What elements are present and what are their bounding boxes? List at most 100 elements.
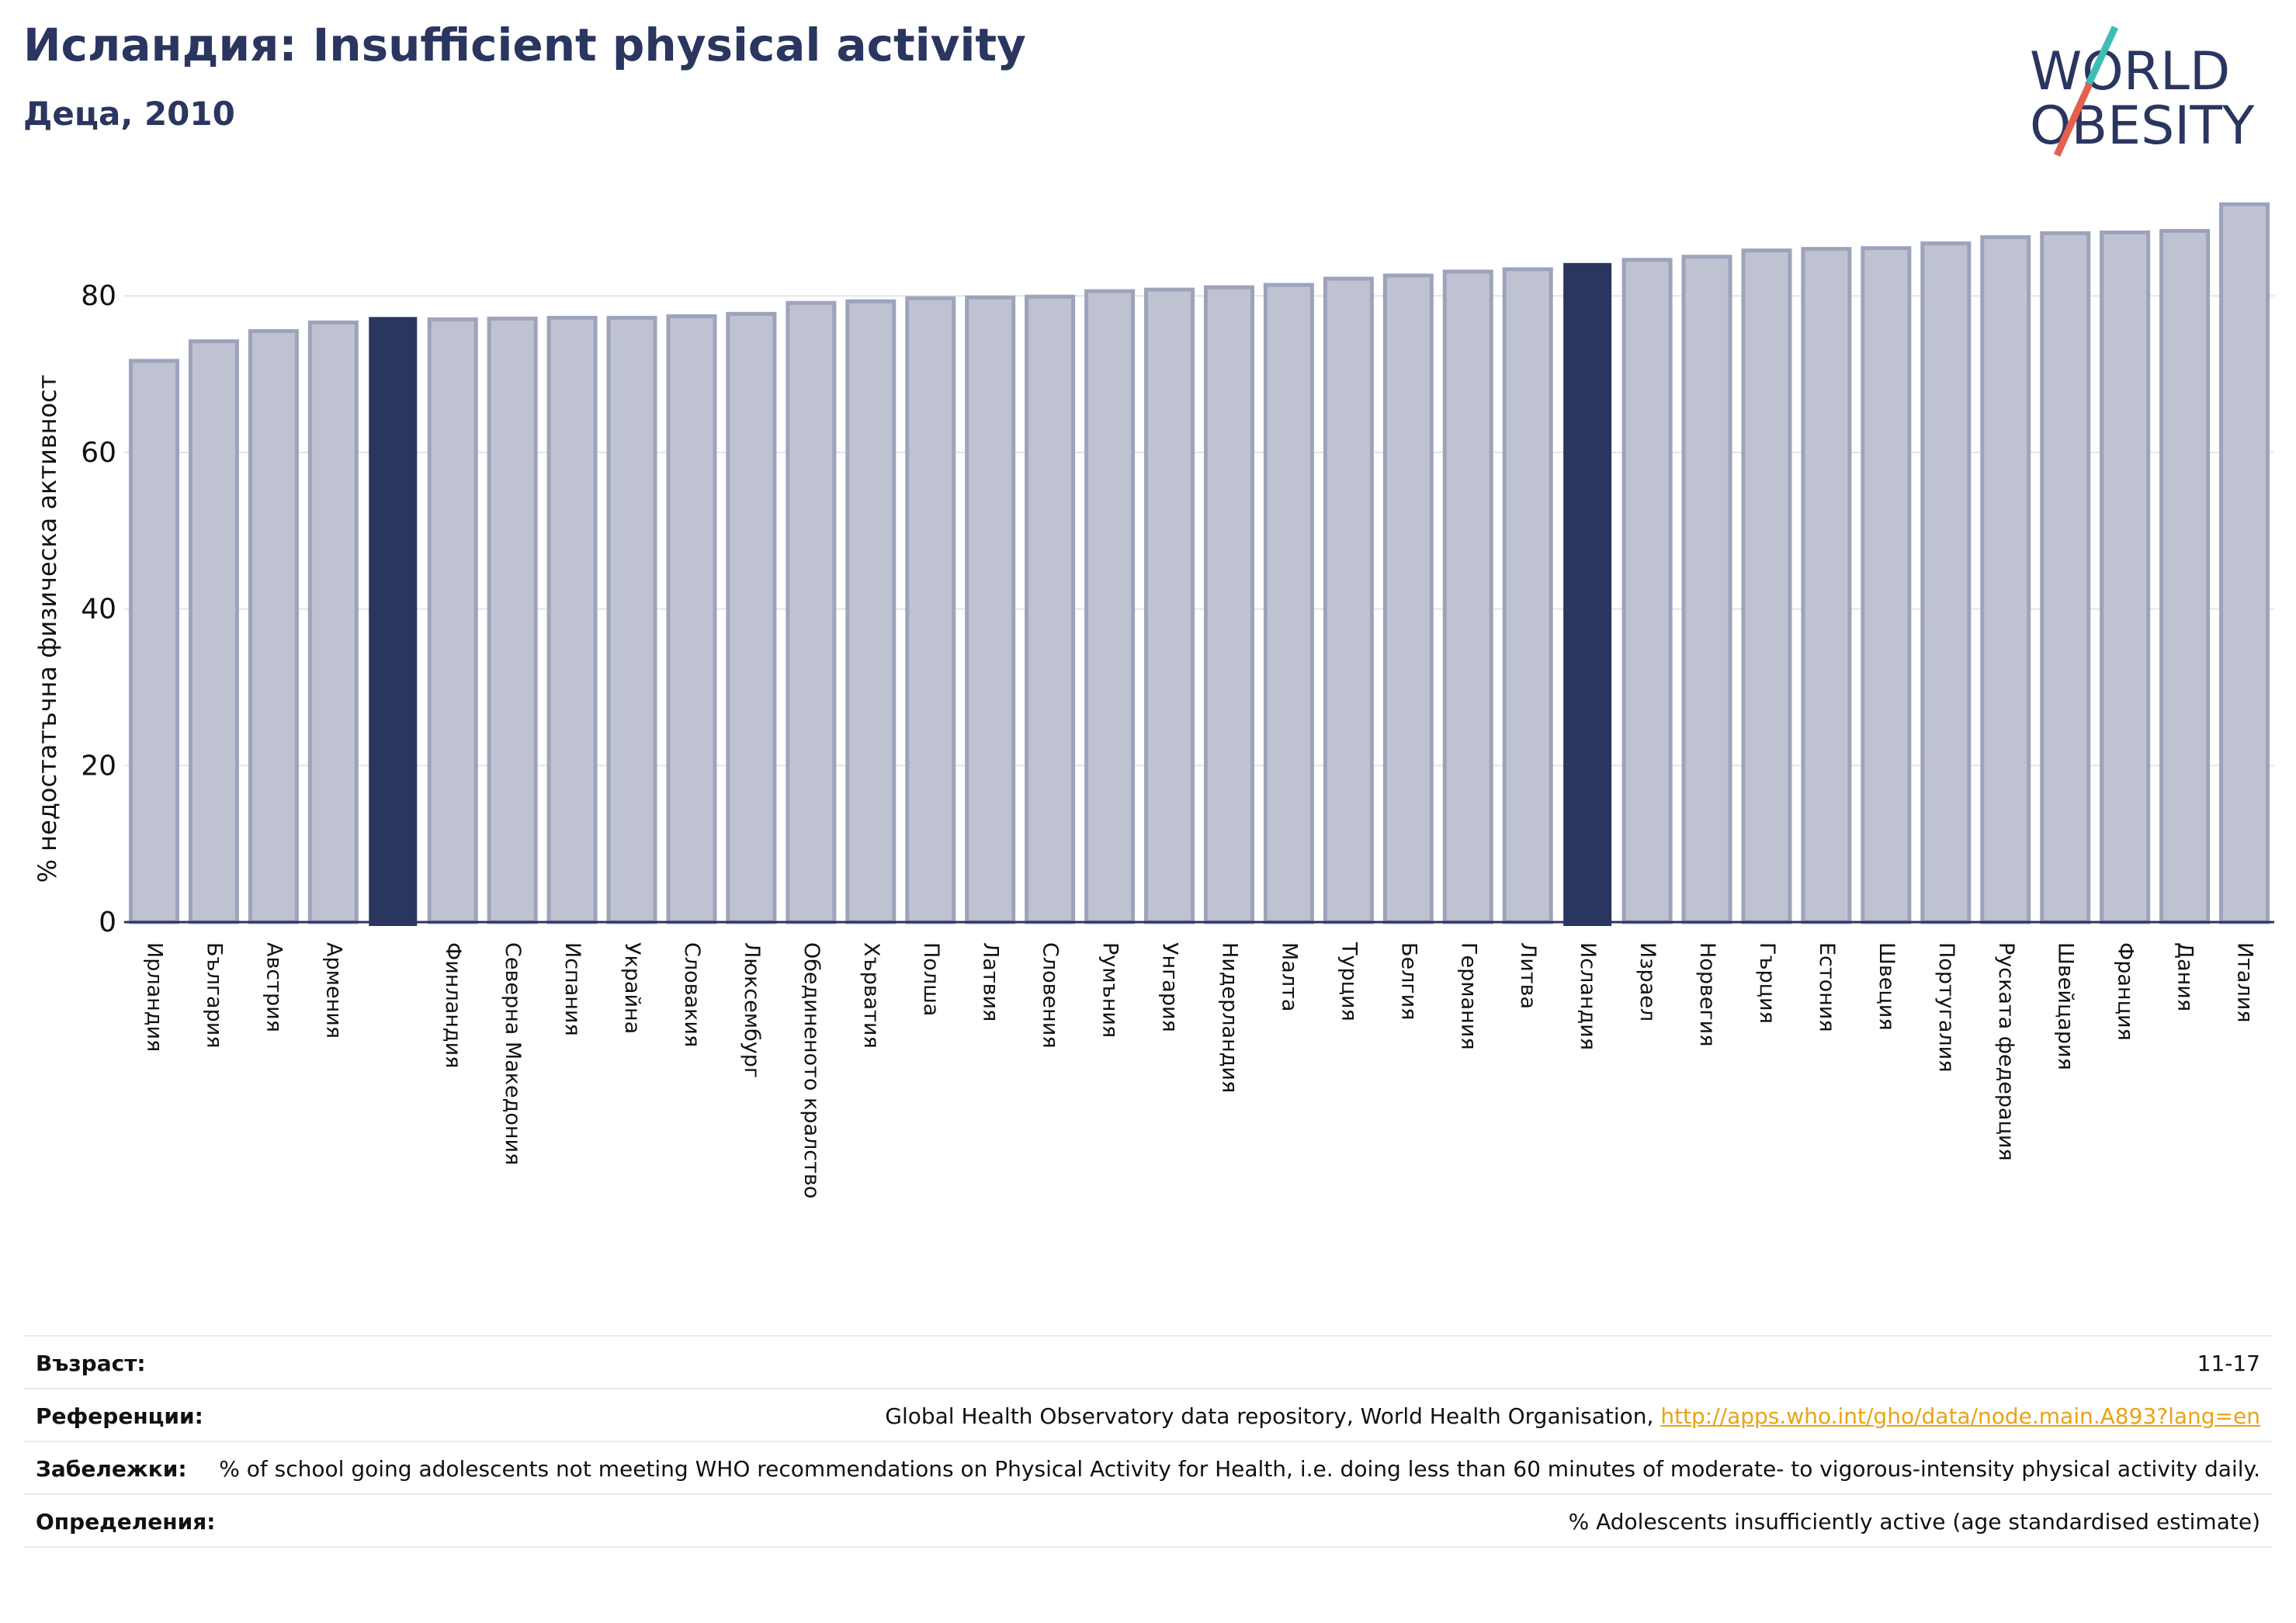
x-tick-label: Финландия bbox=[441, 942, 465, 1068]
x-tick-label: Хърватия bbox=[859, 942, 883, 1049]
bar bbox=[845, 299, 897, 924]
bar bbox=[307, 320, 359, 924]
bar bbox=[1323, 276, 1374, 924]
x-tick-label: Дания bbox=[2173, 942, 2197, 1011]
info-value: Global Health Observatory data repositor… bbox=[885, 1403, 2260, 1430]
x-tick-label: Гърция bbox=[1755, 942, 1779, 1024]
bar bbox=[1382, 273, 1434, 924]
logo-line1: WORLD bbox=[2030, 41, 2230, 102]
bar bbox=[487, 316, 538, 924]
x-tick-label: Украйна bbox=[620, 942, 644, 1034]
info-value-text: Global Health Observatory data repositor… bbox=[885, 1403, 1661, 1429]
x-tick-label: Израел bbox=[1635, 942, 1660, 1021]
bar bbox=[1980, 235, 2031, 924]
chart-title: Исландия: Insufficient physical activity bbox=[23, 19, 1026, 71]
bar bbox=[1084, 289, 1136, 924]
info-value: 11-17 bbox=[2197, 1351, 2260, 1377]
info-value: % of school going adolescents not meetin… bbox=[219, 1456, 2260, 1483]
bar bbox=[1502, 267, 1553, 924]
x-tick-label: Румъния bbox=[1098, 942, 1122, 1038]
bar bbox=[2159, 228, 2211, 924]
logo-slash-teal bbox=[2084, 26, 2119, 87]
bar bbox=[248, 329, 299, 924]
x-tick-label: Швеция bbox=[1875, 942, 1899, 1031]
x-tick-label: Руската федерация bbox=[1994, 942, 2018, 1161]
y-tick-label: 0 bbox=[99, 907, 116, 938]
info-value-text: 11-17 bbox=[2197, 1351, 2260, 1376]
bar-highlighted bbox=[1563, 262, 1612, 927]
y-tick-label: 20 bbox=[81, 750, 116, 782]
x-tick-label: Ирландия bbox=[142, 942, 166, 1052]
bar bbox=[905, 296, 956, 924]
x-tick-label: Испания bbox=[560, 942, 584, 1036]
bar bbox=[1263, 283, 1314, 924]
x-tick-label: Естония bbox=[1815, 942, 1839, 1032]
bars bbox=[128, 202, 2270, 927]
bar bbox=[965, 295, 1016, 924]
reference-link[interactable]: http://apps.who.int/gho/data/node.main.A… bbox=[1660, 1403, 2260, 1429]
y-tick-label: 80 bbox=[81, 280, 116, 312]
chart-subtitle: Деца, 2010 bbox=[23, 95, 235, 133]
x-tick-label: Италия bbox=[2233, 942, 2257, 1023]
x-tick-label: Германия bbox=[1456, 942, 1480, 1050]
bar bbox=[1144, 287, 1195, 924]
bar bbox=[128, 359, 179, 924]
info-table: Възраст: 11-17 Референции: Global Health Ob… bbox=[23, 1335, 2273, 1548]
x-tick-label: Словения bbox=[1039, 942, 1063, 1049]
info-row: Забележки: % of school going adolescents … bbox=[23, 1442, 2273, 1495]
x-tick-label: България bbox=[202, 942, 226, 1049]
x-tick-label: Португалия bbox=[1934, 942, 1958, 1072]
bar bbox=[2040, 231, 2091, 924]
info-label: Определения: bbox=[36, 1509, 216, 1535]
bar bbox=[427, 317, 478, 924]
bar bbox=[1861, 246, 1912, 924]
bar bbox=[188, 339, 239, 924]
bar bbox=[2100, 231, 2151, 924]
x-tick-label: Швейцария bbox=[2054, 942, 2078, 1070]
info-row: Възраст: 11-17 bbox=[23, 1337, 2273, 1389]
bar bbox=[786, 300, 837, 924]
x-tick-label: Норвегия bbox=[1695, 942, 1719, 1046]
info-value-text: % Adolescents insufficiently active (age… bbox=[1568, 1509, 2260, 1535]
x-tick-label: Австрия bbox=[262, 942, 286, 1032]
y-axis-label: % недостатъчна физическа активност bbox=[33, 375, 62, 883]
x-tick-label: Полша bbox=[919, 942, 943, 1016]
info-value-text: % of school going adolescents not meetin… bbox=[219, 1456, 2260, 1482]
x-tick-label: Франция bbox=[2114, 942, 2138, 1041]
info-row: Определения: % Adolescents insufficiently… bbox=[23, 1495, 2273, 1548]
x-tick-label: Унгария bbox=[1158, 942, 1182, 1032]
bar bbox=[666, 314, 717, 924]
x-tick-label: Нидерландия bbox=[1217, 942, 1241, 1093]
bar bbox=[1203, 285, 1254, 924]
x-tick-label: Армения bbox=[321, 942, 345, 1039]
info-label: Забележки: bbox=[36, 1456, 187, 1482]
bar bbox=[2219, 202, 2270, 924]
bar bbox=[1025, 294, 1076, 924]
info-row: Референции: Global Health Observatory dat… bbox=[23, 1389, 2273, 1442]
logo-slash-red bbox=[2053, 82, 2093, 157]
x-tick-label: Словакия bbox=[680, 942, 704, 1047]
info-label: Референции: bbox=[36, 1403, 203, 1429]
y-tick-label: 40 bbox=[81, 594, 116, 626]
bar bbox=[1442, 269, 1493, 924]
x-tick-label: Белгия bbox=[1396, 942, 1420, 1020]
x-tick-label: Литва bbox=[1516, 942, 1540, 1009]
x-tick-label: Обединеното кралство bbox=[799, 942, 824, 1198]
bar bbox=[1681, 255, 1732, 924]
info-value: % Adolescents insufficiently active (age… bbox=[1569, 1509, 2260, 1535]
bar bbox=[1741, 248, 1792, 924]
info-label: Възраст: bbox=[36, 1351, 146, 1376]
x-tick-label: Малта bbox=[1277, 942, 1301, 1011]
bar bbox=[726, 311, 777, 924]
y-tick-label: 60 bbox=[81, 437, 116, 469]
bar-highlighted bbox=[369, 317, 418, 926]
x-tick-label: Исландия bbox=[1576, 942, 1600, 1050]
bar bbox=[546, 315, 598, 924]
x-tick-label: Латвия bbox=[979, 942, 1003, 1021]
x-tick-label: Турция bbox=[1337, 942, 1361, 1021]
x-tick-label: Северна Македония bbox=[501, 942, 525, 1165]
bar-chart: 0 20 40 60 80 Ирландия България Австрия Армения Ф… bbox=[33, 202, 2274, 1198]
world-obesity-logo: WORLD OBESITY bbox=[2030, 26, 2255, 157]
bar bbox=[606, 315, 657, 924]
x-tick-label: Люксембург bbox=[740, 942, 764, 1078]
